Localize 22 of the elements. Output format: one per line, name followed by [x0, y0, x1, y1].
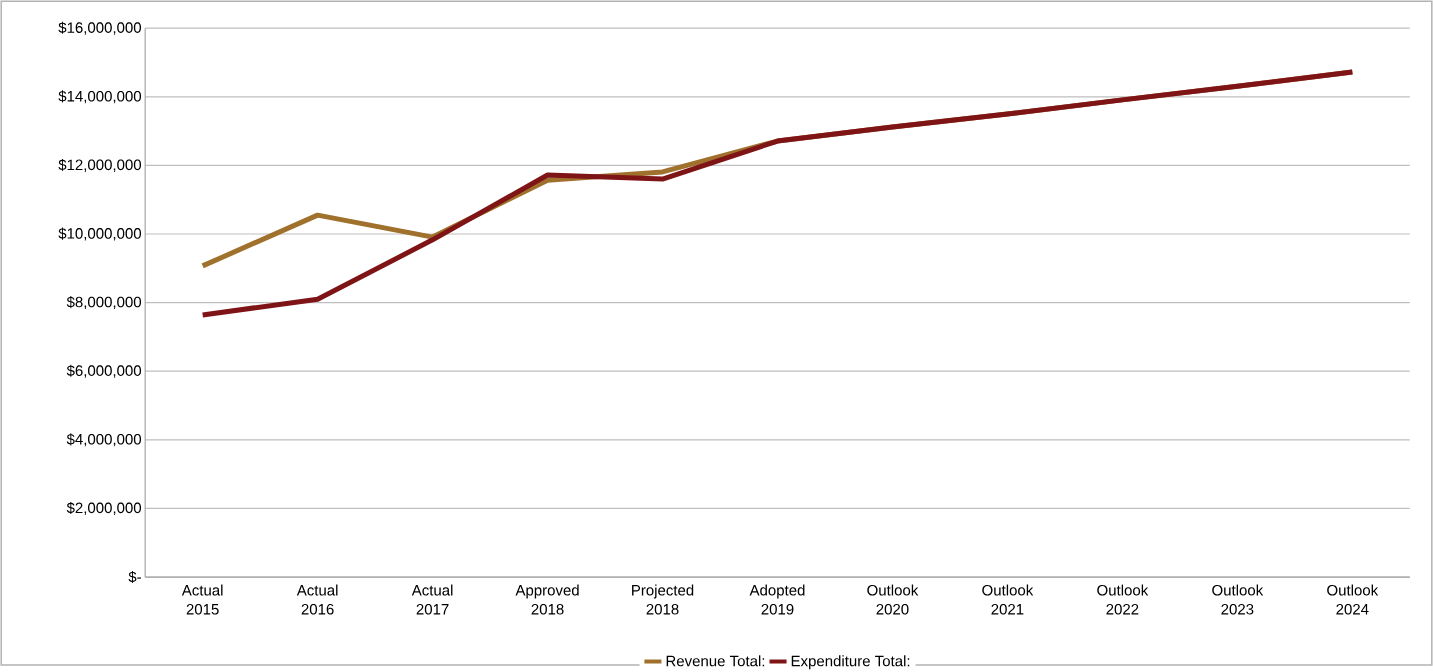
y-tick-label: $-	[128, 571, 141, 584]
x-tick-label: Actual 2016	[296, 584, 338, 615]
x-tick-label: Outlook 2020	[867, 584, 919, 615]
y-tick-label: $10,000,000	[58, 227, 142, 241]
x-tick-label: Outlook 2022	[1097, 584, 1149, 615]
y-tick-label: $2,000,000	[66, 502, 142, 516]
x-tick-label: Actual 2015	[181, 584, 223, 615]
x-tick-label: Projected 2018	[632, 584, 694, 615]
x-tick-label: Adopted 2019	[749, 584, 805, 615]
y-tick-label: $6,000,000	[66, 364, 142, 378]
x-tick-label: Outlook 2021	[982, 584, 1034, 615]
x-tick-label: Outlook 2024	[1327, 584, 1379, 615]
y-tick-label: $16,000,000	[58, 21, 142, 35]
y-tick-label: $4,000,000	[66, 433, 142, 447]
y-tick-label: $8,000,000	[66, 296, 142, 310]
x-tick-label: Outlook 2023	[1212, 584, 1264, 615]
legend-label: Expenditure Total:	[791, 655, 910, 670]
legend-label: Revenue Total:	[666, 655, 765, 667]
y-tick-label: $12,000,000	[58, 159, 142, 173]
x-tick-label: Actual 2017	[411, 584, 453, 615]
y-tick-label: $14,000,000	[58, 90, 142, 104]
x-tick-label: Approved 2018	[515, 584, 579, 615]
